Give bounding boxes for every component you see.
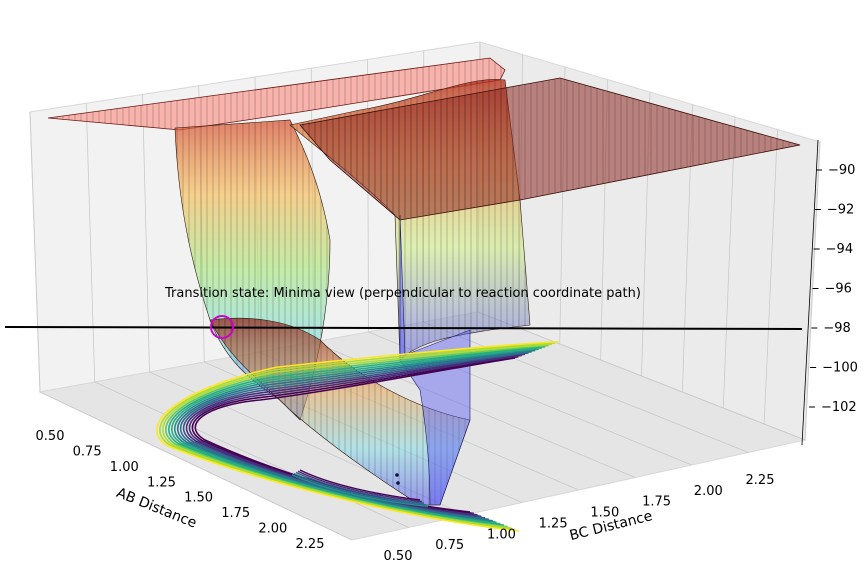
contour-line <box>165 344 549 528</box>
plateau-left-mesh <box>48 58 505 130</box>
x-tick-label: 1.25 <box>147 475 176 490</box>
x-tick-label: 1.00 <box>110 460 139 475</box>
z-tick-label: −94 <box>826 242 853 257</box>
contour-line <box>295 471 425 504</box>
contour-line <box>291 474 429 508</box>
z-tick-label: −102 <box>821 400 857 415</box>
gridline <box>763 129 778 425</box>
y-tick-label: 0.75 <box>435 538 464 553</box>
y-tick-label: 1.50 <box>590 506 619 521</box>
contour-line <box>293 472 427 506</box>
minimum-point <box>395 473 399 477</box>
z-axis-ticks: −90 −92 −94 −96 −98 −100 −102 <box>801 139 858 446</box>
x-tick-label: 2.25 <box>296 537 325 552</box>
gridline <box>29 111 41 393</box>
y-axis-ticks: 0.50 0.75 1.00 1.25 1.50 1.75 2.00 2.25 <box>384 473 775 564</box>
gridline <box>423 321 749 453</box>
gridline <box>85 103 96 383</box>
y-tick-label: 1.00 <box>487 527 516 542</box>
x-tick-label: 0.75 <box>73 444 102 459</box>
x-tick-label: 1.75 <box>221 506 250 521</box>
y-tick-label: 2.25 <box>746 473 775 488</box>
z-tick-label: −90 <box>828 163 855 178</box>
gridline <box>39 391 353 541</box>
y-tick-label: 1.25 <box>539 516 568 531</box>
contour-line <box>168 345 546 527</box>
minimum-point <box>396 481 400 485</box>
y-tick-label: 2.00 <box>694 484 723 499</box>
x-axis-ticks: 0.50 0.75 1.00 1.25 1.50 1.75 2.00 2.25 <box>36 429 325 552</box>
gridline <box>94 381 409 528</box>
z-tick-label: −96 <box>825 282 852 297</box>
z-tick-label: −100 <box>822 361 858 376</box>
contour-line <box>159 342 556 531</box>
gridline <box>477 311 806 441</box>
y-tick-label: 1.75 <box>642 495 671 510</box>
gridline <box>722 116 736 409</box>
transition-state-marker <box>210 315 234 339</box>
plateau-right-mesh <box>300 78 800 220</box>
x-tick-label: 2.00 <box>258 522 287 537</box>
surface-channel-lower-mesh <box>210 318 470 505</box>
z-axis-line <box>801 139 819 446</box>
transition-state-annotation: Transition state: Minima view (perpendic… <box>164 286 641 301</box>
energy-surface <box>47 57 801 506</box>
contour-line <box>162 343 553 529</box>
contour-line <box>299 469 421 501</box>
z-tick-label: −92 <box>827 203 854 218</box>
x-tick-label: 1.50 <box>184 491 213 506</box>
x-tick-label: 0.50 <box>36 429 65 444</box>
y-tick-label: 0.50 <box>384 549 413 564</box>
reference-line <box>4 326 803 330</box>
gridline <box>367 59 369 333</box>
gridline <box>804 141 821 441</box>
contour-projection <box>156 340 559 532</box>
contour-line <box>156 340 559 532</box>
gridline <box>142 94 150 373</box>
z-tick-label: −98 <box>823 321 850 336</box>
contour-line <box>297 470 423 503</box>
